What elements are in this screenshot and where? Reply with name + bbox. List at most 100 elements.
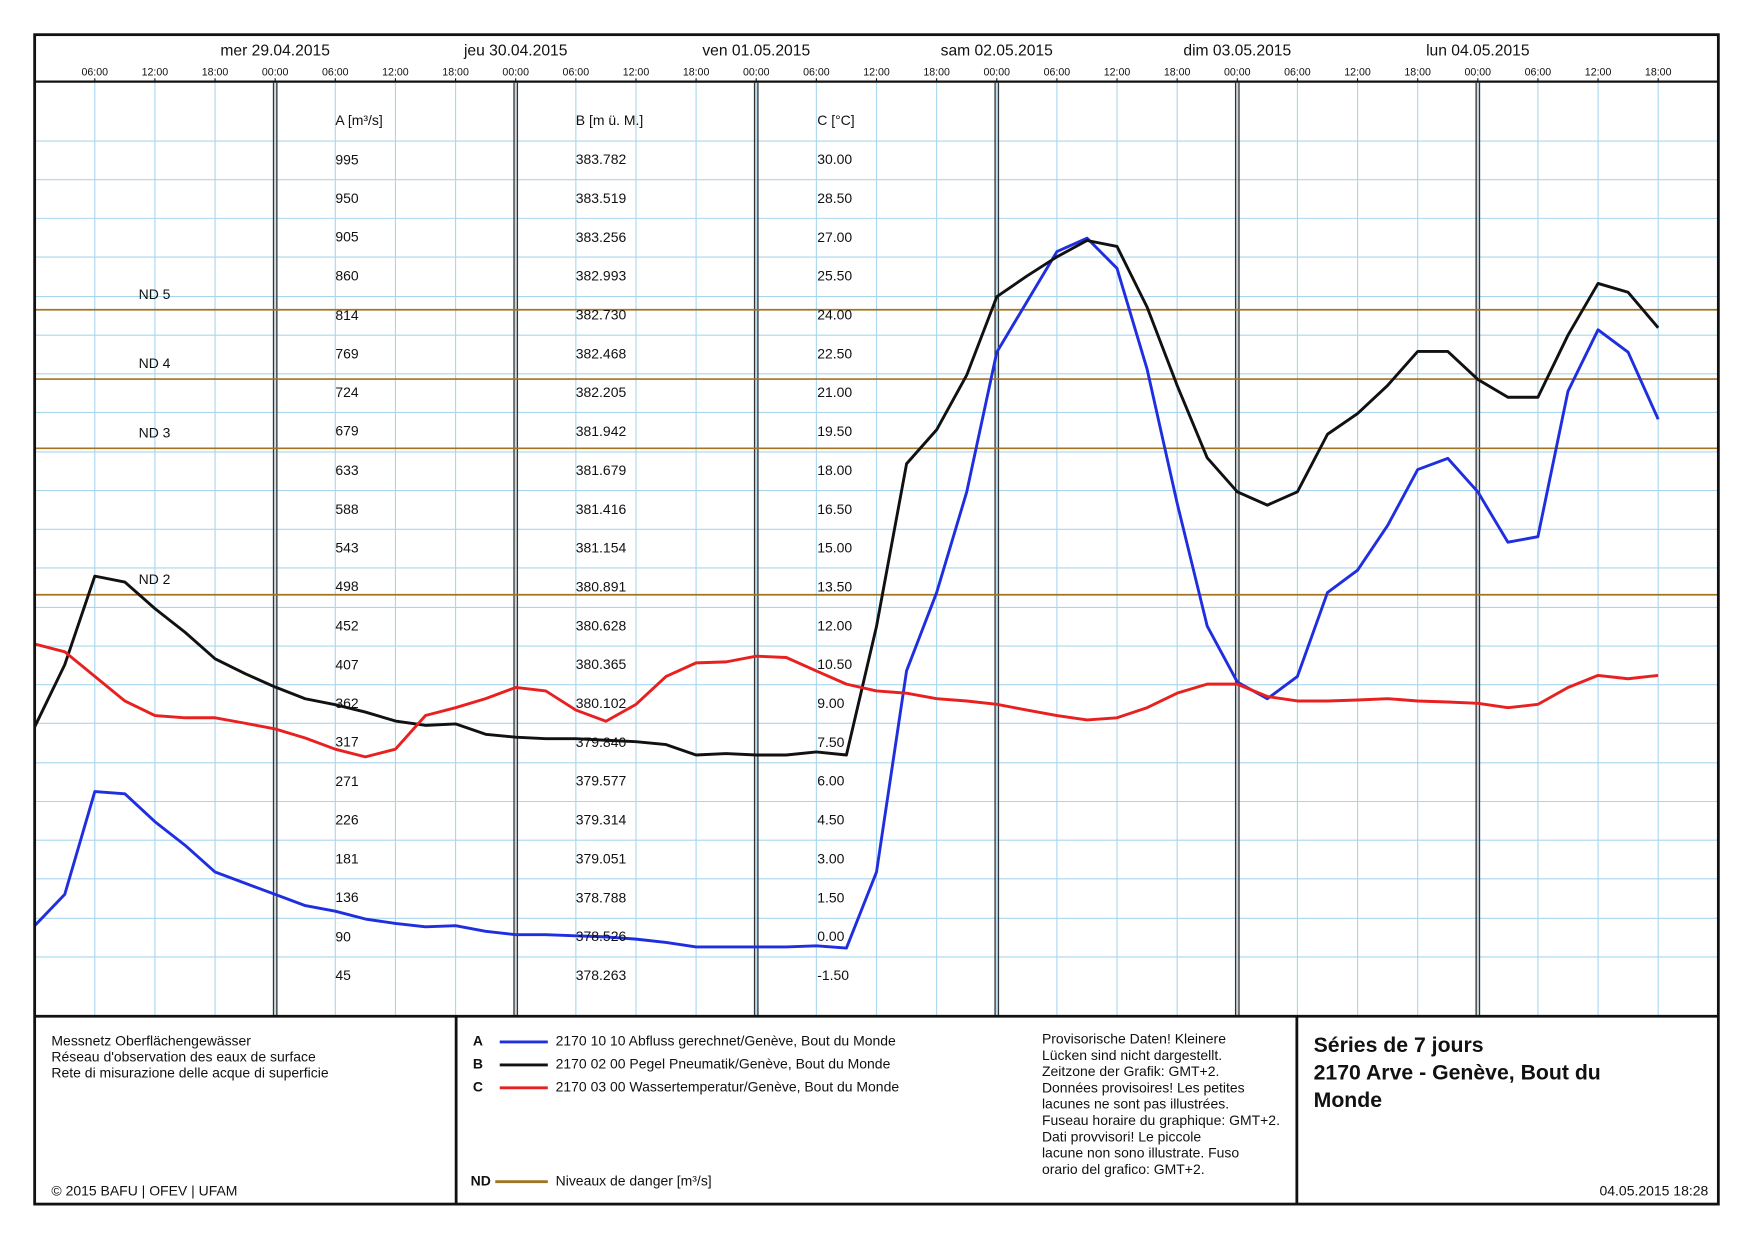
x-tick-label: 12:00: [1585, 66, 1612, 78]
network-line: Rete di misurazione delle acque di super…: [51, 1065, 328, 1081]
note-line: Zeitzone der Grafik: GMT+2.: [1042, 1063, 1219, 1079]
y-tick-label: 381.416: [576, 501, 627, 517]
y-tick-label: 995: [335, 151, 359, 167]
x-tick-label: 00:00: [262, 66, 289, 78]
y-tick-label: 379.840: [576, 734, 627, 750]
y-tick-label: 383.782: [576, 151, 627, 167]
x-tick-label: 12:00: [1344, 66, 1371, 78]
y-tick-label: 543: [335, 540, 359, 556]
y-tick-label: 15.00: [817, 540, 852, 556]
x-tick-label: 12:00: [623, 66, 650, 78]
y-tick-label: 181: [335, 850, 359, 866]
y-tick-label: 379.577: [576, 773, 627, 789]
x-tick-label: 18:00: [442, 66, 469, 78]
danger-label: ND 2: [139, 571, 171, 587]
y-tick-label: 381.679: [576, 462, 627, 478]
y-tick-label: 28.50: [817, 190, 852, 206]
y-tick-label: 317: [335, 734, 359, 750]
note-line: lacune non sono illustrate. Fuso: [1042, 1145, 1239, 1161]
legend-key: ND: [471, 1172, 491, 1188]
footer-title: Séries de 7 jours: [1314, 1033, 1484, 1057]
note-line: lacunes ne sont pas illustrées.: [1042, 1096, 1229, 1112]
y-tick-label: 588: [335, 501, 359, 517]
y-tick-label: 18.00: [817, 462, 852, 478]
y-tick-label: 769: [335, 345, 359, 361]
x-tick-label: 18:00: [683, 66, 710, 78]
day-label: lun 04.05.2015: [1426, 43, 1530, 60]
plot: ND 5 ND 4 ND 3 ND 2: [33, 236, 1719, 950]
footer-title: 2170 Arve - Genève, Bout du: [1314, 1060, 1601, 1084]
y-tick-label: 381.942: [576, 423, 627, 439]
y-tick-label: 378.526: [576, 928, 627, 944]
series-line: [34, 642, 1659, 759]
note-line: Dati provvisori! Le piccole: [1042, 1128, 1201, 1144]
day-label: dim 03.05.2015: [1183, 43, 1291, 60]
y-tick-label: 679: [335, 423, 359, 439]
y-tick-label: 22.50: [817, 345, 852, 361]
y-tick-label: 380.891: [576, 578, 627, 594]
series-line: [33, 236, 1660, 950]
y-tick-label: 10.50: [817, 656, 852, 672]
y-tick-label: 25.50: [817, 268, 852, 284]
x-tick-label: 06:00: [1525, 66, 1552, 78]
x-tick-label: 18:00: [202, 66, 229, 78]
legend-label: 2170 03 00 Wassertemperatur/Genève, Bout…: [556, 1079, 900, 1095]
y-tick-label: 380.365: [576, 656, 627, 672]
y-tick-label: 4.50: [817, 812, 844, 828]
x-tick-label: 18:00: [1645, 66, 1672, 78]
y-tick-label: 382.468: [576, 345, 627, 361]
overlay: 06:00 12:00 18:00 00:00 06:00 12:00 18:00 00:00…: [51, 43, 1671, 1189]
x-tick-label: 00:00: [502, 66, 529, 78]
x-tick-label: 00:00: [1465, 66, 1492, 78]
y-tick-label: 0.00: [817, 928, 844, 944]
x-tick-label: 18:00: [923, 66, 950, 78]
y-tick-label: 27.00: [817, 229, 852, 245]
y-tick-label: 383.519: [576, 190, 627, 206]
y-tick-label: 1.50: [817, 889, 844, 905]
y-tick-label: 271: [335, 773, 359, 789]
day-label: sam 02.05.2015: [941, 43, 1053, 60]
y-tick-label: 860: [335, 267, 359, 283]
y-tick-label: 407: [335, 656, 359, 672]
timestamp: 04.05.2015 18:28: [1600, 1182, 1709, 1198]
y-tick-label: 45: [335, 967, 351, 983]
y-tick-label: 16.50: [817, 501, 852, 517]
legend-label: 2170 02 00 Pegel Pneumatik/Genève, Bout …: [556, 1056, 891, 1072]
copyright: © 2015 BAFU | OFEV | UFAM: [51, 1182, 237, 1198]
axis-title: C [°C]: [817, 112, 854, 128]
legend-label: 2170 10 10 Abfluss gerechnet/Genève, Bou…: [556, 1033, 896, 1049]
y-tick-label: 90: [335, 929, 351, 945]
y-tick-label: 382.730: [576, 307, 627, 323]
x-tick-label: 06:00: [322, 66, 349, 78]
y-tick-label: 724: [335, 384, 359, 400]
y-tick-label: 633: [335, 462, 359, 478]
y-tick-label: 382.993: [576, 268, 627, 284]
y-tick-label: 379.314: [576, 812, 627, 828]
y-tick-label: 383.256: [576, 229, 627, 245]
y-tick-label: 380.102: [576, 695, 627, 711]
day-label: ven 01.05.2015: [702, 43, 810, 60]
x-tick-label: 06:00: [1044, 66, 1071, 78]
frame: [33, 33, 1720, 1206]
x-tick-label: 06:00: [1284, 66, 1311, 78]
axis-title: A [m³/s]: [335, 112, 382, 128]
y-tick-label: 24.00: [817, 307, 852, 323]
series-line: [33, 239, 1660, 757]
y-tick-label: 12.00: [817, 617, 852, 633]
x-tick-label: 06:00: [82, 66, 109, 78]
y-tick-label: -1.50: [817, 967, 849, 983]
danger-label: ND 3: [139, 424, 171, 440]
legend-key: C: [473, 1079, 483, 1095]
legend-key: A: [473, 1033, 483, 1049]
note-line: Fuseau horaire du graphique: GMT+2.: [1042, 1112, 1280, 1128]
y-tick-label: 21.00: [817, 384, 852, 400]
y-tick-label: 362: [335, 695, 359, 711]
y-tick-label: 3.00: [817, 850, 844, 866]
x-tick-label: 12:00: [1104, 66, 1131, 78]
network-line: Messnetz Oberflächengewässer: [51, 1033, 251, 1049]
grid: [34, 82, 1719, 1016]
y-tick-label: 380.628: [576, 617, 627, 633]
axis-title: B [m ü. M.]: [576, 112, 644, 128]
x-tick-label: 18:00: [1404, 66, 1431, 78]
x-tick-label: 00:00: [983, 66, 1010, 78]
